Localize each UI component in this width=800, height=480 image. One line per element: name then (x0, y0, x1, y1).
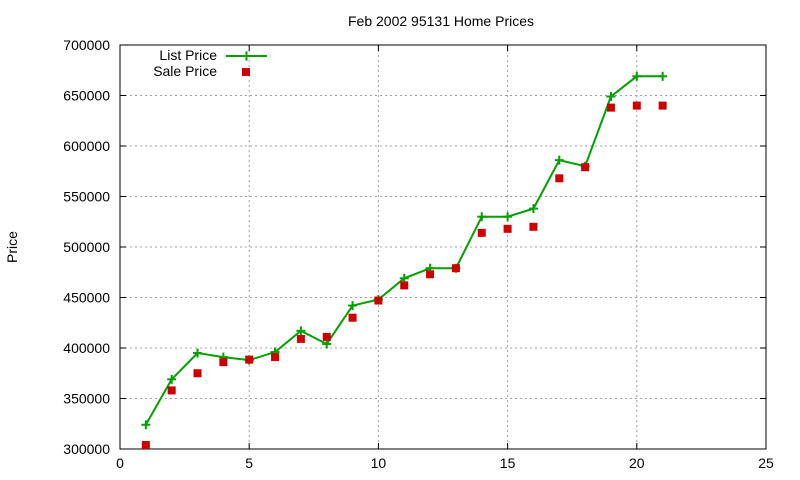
square-marker (167, 386, 176, 395)
square-marker (632, 101, 641, 110)
square-marker (581, 163, 590, 172)
y-tick-label: 700000 (63, 37, 110, 53)
data-series (141, 71, 668, 449)
square-marker (451, 264, 460, 273)
y-tick-label: 550000 (63, 189, 110, 205)
x-tick-label: 10 (371, 455, 387, 471)
y-tick-label: 300000 (63, 441, 110, 457)
legend-label-list-price: List Price (159, 47, 217, 63)
x-tick-label: 15 (500, 455, 516, 471)
chart-title: Feb 2002 95131 Home Prices (348, 13, 534, 29)
square-marker (529, 222, 538, 231)
square-marker (374, 296, 383, 305)
x-tick-label: 25 (758, 455, 774, 471)
square-marker (426, 270, 435, 279)
square-marker (400, 281, 409, 290)
square-marker (658, 101, 667, 110)
legend: List Price Sale Price (153, 47, 267, 79)
square-marker (606, 103, 615, 112)
square-marker (271, 353, 280, 362)
square-marker (503, 224, 512, 233)
square-marker (348, 313, 357, 322)
gridlines (120, 45, 766, 449)
y-tick-label: 650000 (63, 88, 110, 104)
square-marker (555, 174, 564, 183)
legend-square-icon (242, 68, 250, 76)
series-sale-price (141, 101, 667, 449)
y-tick-label: 350000 (63, 391, 110, 407)
axis-ticks: 0 5 10 15 20 25 300000 350000 400000 450000 500000… (63, 37, 774, 471)
y-axis-label: Price (4, 231, 20, 263)
square-marker (193, 369, 202, 378)
y-tick-label: 450000 (63, 290, 110, 306)
series-list-price (141, 71, 668, 430)
legend-label-sale-price: Sale Price (153, 63, 217, 79)
square-marker (141, 440, 150, 449)
square-marker (477, 228, 486, 237)
y-tick-label: 600000 (63, 138, 110, 154)
square-marker (219, 358, 228, 367)
x-tick-label: 20 (629, 455, 645, 471)
square-marker (245, 355, 254, 364)
y-tick-label: 500000 (63, 239, 110, 255)
square-marker (322, 332, 331, 341)
legend-plus-icon (242, 51, 251, 61)
square-marker (296, 334, 305, 343)
x-tick-label: 0 (116, 455, 124, 471)
y-tick-label: 400000 (63, 340, 110, 356)
x-tick-label: 5 (245, 455, 253, 471)
